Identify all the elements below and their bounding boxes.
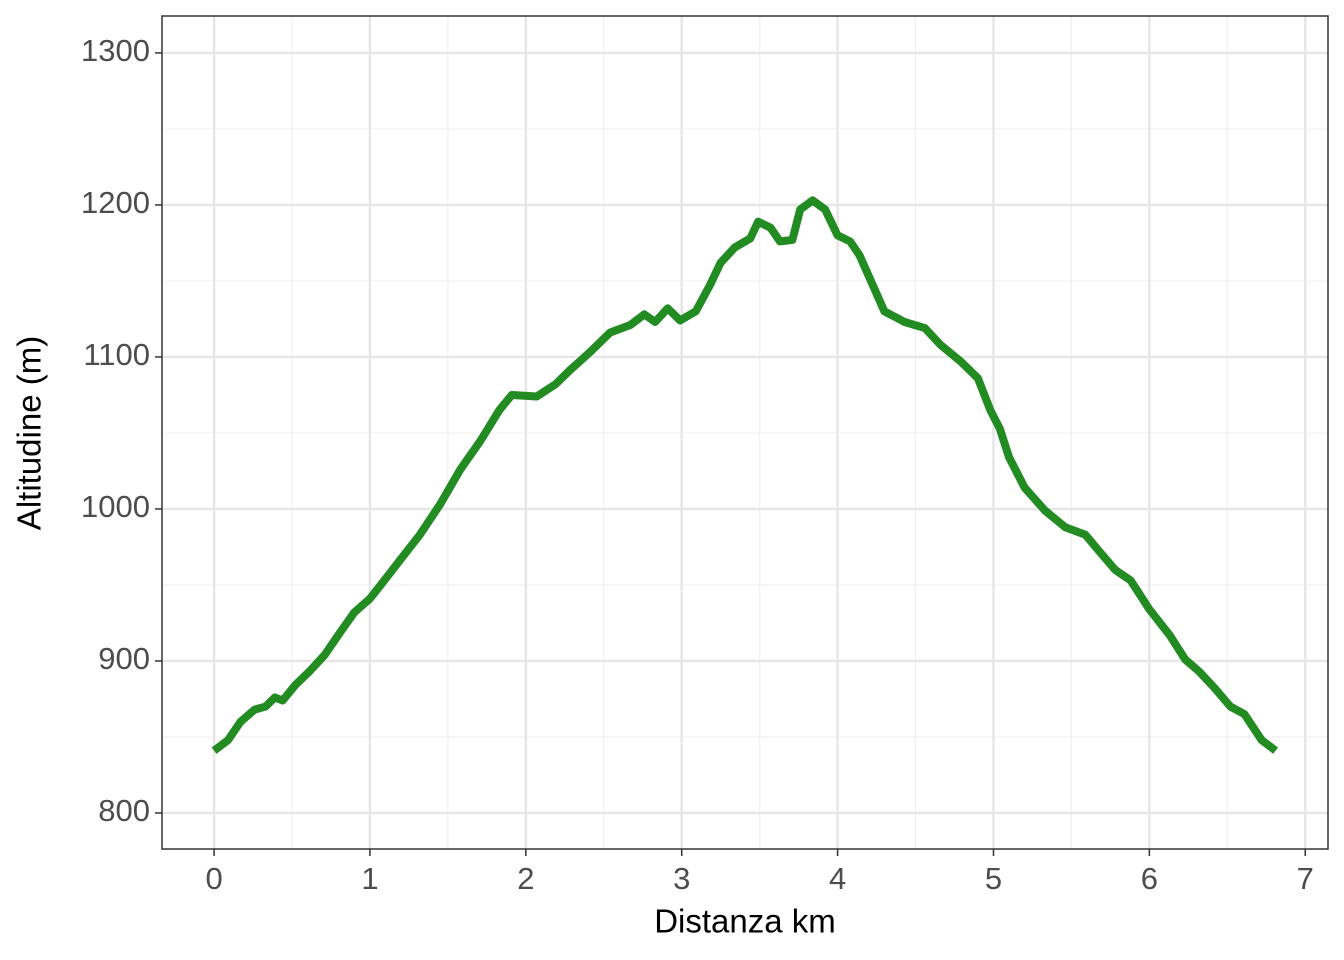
y-tick-label: 900 (98, 641, 150, 676)
y-axis-label: Altitudine (m) (11, 336, 48, 530)
x-axis-label: Distanza km (654, 903, 836, 940)
line (211, 196, 1279, 754)
x-tick-label: 1 (361, 861, 378, 896)
x-tick-label: 5 (985, 861, 1002, 896)
y-tick-label: 1200 (81, 185, 150, 220)
x-tick-label: 7 (1297, 861, 1314, 896)
y-tick-label: 1000 (81, 489, 150, 524)
x-tick-label: 4 (829, 861, 846, 896)
x-tick-label: 3 (673, 861, 690, 896)
y-tick-label: 1100 (83, 337, 150, 372)
y-tick-label: 1300 (81, 33, 150, 68)
x-tick-label: 2 (517, 861, 534, 896)
x-tick-label: 0 (205, 861, 222, 896)
x-tick-label: 6 (1141, 861, 1158, 896)
y-tick-label: 800 (98, 793, 150, 828)
panel-border (161, 15, 1329, 850)
